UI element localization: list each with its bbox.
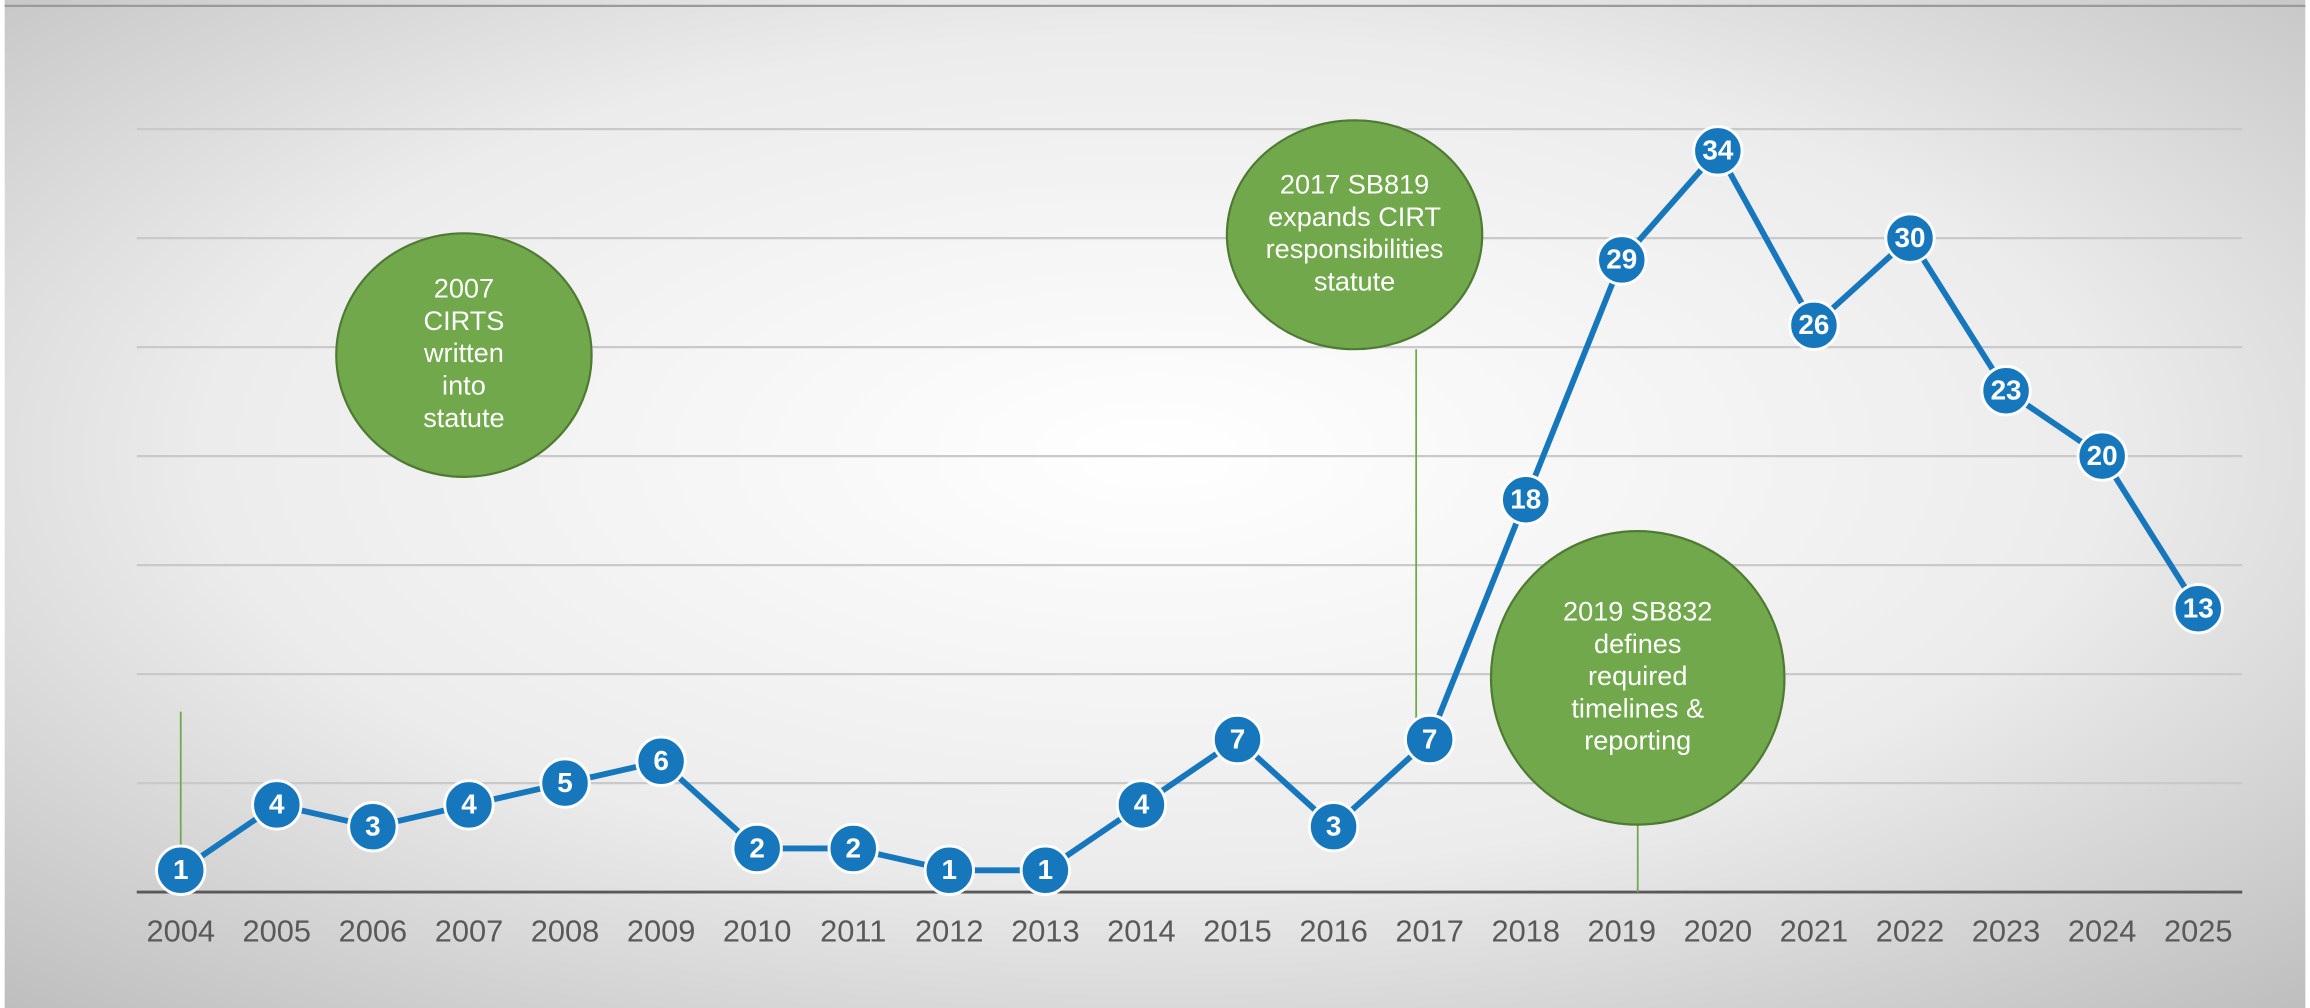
data-label: 34 — [1702, 135, 1733, 166]
data-point — [923, 844, 975, 896]
data-point — [1403, 713, 1456, 766]
data-point — [251, 779, 303, 831]
data-point — [1019, 844, 1072, 896]
data-label: 1 — [173, 854, 189, 885]
data-point — [1884, 212, 1936, 264]
x-tick-label: 2024 — [2068, 913, 2137, 948]
data-label: 20 — [2087, 440, 2118, 471]
x-tick-label: 2018 — [1491, 913, 1560, 948]
data-label: 4 — [269, 789, 285, 820]
data-point — [2076, 430, 2128, 482]
x-tick-label: 2012 — [915, 913, 984, 948]
x-tick-label: 2016 — [1299, 913, 1368, 948]
data-label: 1 — [942, 854, 958, 885]
x-tick-label: 2025 — [2164, 913, 2233, 948]
data-point — [1500, 474, 1552, 526]
annotation-bubble — [1225, 119, 1484, 351]
x-tick-label: 2009 — [627, 913, 696, 948]
data-label: 2 — [845, 832, 861, 863]
x-tick-label: 2014 — [1107, 913, 1176, 948]
data-label: 29 — [1606, 244, 1637, 275]
annotation-bubble — [1489, 530, 1786, 826]
data-label: 4 — [461, 789, 477, 820]
data-point — [1307, 801, 1360, 853]
data-point — [347, 801, 399, 853]
x-tick-label: 2020 — [1684, 913, 1753, 948]
data-point — [155, 844, 207, 896]
annotation-text: reporting — [1584, 725, 1691, 756]
x-tick-label: 2022 — [1876, 913, 1945, 948]
data-label: 5 — [557, 767, 573, 798]
data-label: 26 — [1798, 309, 1829, 340]
data-label: 3 — [1326, 811, 1342, 842]
data-label: 7 — [1422, 723, 1438, 754]
x-tick-label: 2005 — [243, 913, 312, 948]
data-line — [179, 147, 2201, 874]
annotation-text: timelines & — [1571, 692, 1704, 723]
data-point — [2172, 583, 2224, 635]
annotation-text: statute — [1314, 265, 1395, 296]
x-tick-label: 2008 — [531, 913, 600, 948]
data-label: 4 — [1134, 789, 1150, 820]
annotation-text: 2019 SB832 — [1563, 595, 1712, 626]
x-tick-label: 2015 — [1203, 913, 1272, 948]
annotation-text: 2007 — [434, 273, 494, 304]
annotation-text: defines — [1594, 628, 1681, 659]
x-tick-label: 2021 — [1780, 913, 1849, 948]
background — [4, 0, 2306, 1008]
data-label: 13 — [2183, 593, 2214, 624]
data-label: 23 — [1991, 375, 2022, 406]
data-point — [1692, 125, 1744, 177]
annotation-text: CIRTS — [423, 305, 504, 336]
data-label: 3 — [365, 811, 381, 842]
data-point — [1980, 365, 2032, 417]
x-tick-label: 2007 — [435, 913, 504, 948]
x-tick-label: 2023 — [1972, 913, 2041, 948]
data-label: 30 — [1895, 222, 1926, 253]
data-point — [635, 735, 687, 787]
annotation-text: statute — [423, 402, 504, 433]
data-point — [827, 822, 879, 875]
data-label: 2 — [749, 832, 765, 863]
data-point — [1211, 713, 1264, 766]
data-point — [443, 779, 495, 831]
annotation-text: 2017 SB819 — [1280, 169, 1429, 200]
data-label: 6 — [653, 745, 669, 776]
x-tick-label: 2010 — [723, 913, 792, 948]
x-tick-label: 2004 — [146, 913, 215, 948]
data-point — [731, 822, 783, 875]
x-tick-label: 2013 — [1011, 913, 1080, 948]
data-label: 7 — [1230, 723, 1246, 754]
annotation-text: into — [442, 370, 486, 401]
x-tick-label: 2019 — [1588, 913, 1657, 948]
data-point — [539, 757, 591, 809]
annotation-text: written — [423, 337, 504, 368]
annotation-text: expands CIRT — [1268, 201, 1441, 232]
annotation-text: responsibilities — [1266, 233, 1444, 264]
x-tick-label: 2017 — [1395, 913, 1464, 948]
x-tick-label: 2011 — [820, 913, 886, 948]
data-label: 18 — [1510, 484, 1541, 515]
annotation-text: required — [1588, 660, 1688, 691]
data-label: 1 — [1038, 854, 1054, 885]
x-tick-label: 2006 — [339, 913, 408, 948]
data-point — [1596, 234, 1648, 286]
data-point — [1788, 299, 1840, 351]
annotation-bubble — [335, 232, 593, 478]
data-point — [1115, 779, 1168, 831]
